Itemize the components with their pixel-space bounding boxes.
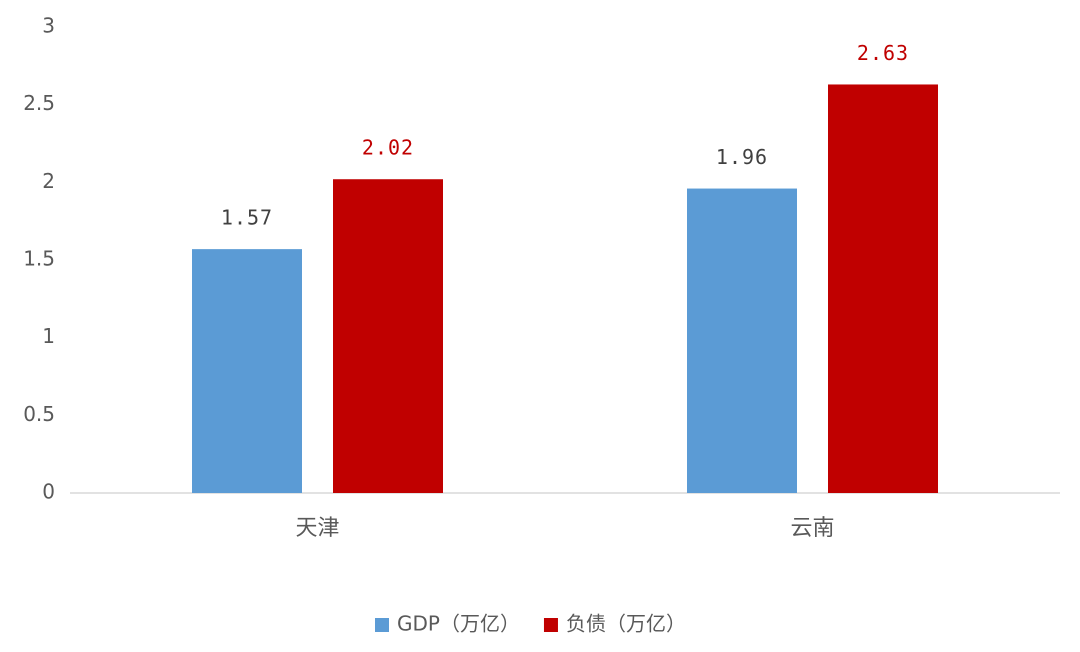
data-label: 1.96 [716,145,768,169]
data-label: 1.57 [221,206,273,230]
legend-swatch [543,618,558,632]
data-label: 2.02 [362,136,414,160]
x-tick-label: 天津 [295,516,339,541]
bar [828,84,938,494]
legend-label: 负债（万亿） [566,612,686,636]
bar [192,249,302,493]
y-tick-label: 0 [42,480,55,504]
y-tick-label: 1 [42,324,55,348]
y-tick-label: 2.5 [23,91,55,115]
legend-swatch [375,618,389,632]
bar [333,179,443,493]
data-label: 2.63 [857,41,909,65]
y-tick-label: 0.5 [23,402,55,426]
y-tick-label: 1.5 [23,247,55,271]
bar [687,188,797,493]
y-tick-label: 2 [42,169,55,193]
y-tick-label: 3 [42,14,55,38]
legend-label: GDP（万亿） [397,612,520,636]
x-tick-label: 云南 [790,516,834,541]
